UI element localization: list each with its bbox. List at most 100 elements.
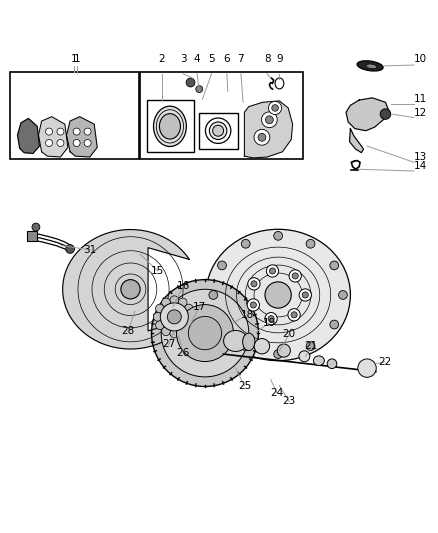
Circle shape	[288, 309, 300, 321]
Circle shape	[218, 261, 226, 270]
Ellipse shape	[224, 330, 248, 351]
Circle shape	[84, 140, 91, 147]
Text: 6: 6	[223, 54, 230, 64]
Circle shape	[274, 231, 283, 240]
Circle shape	[380, 109, 391, 119]
Circle shape	[162, 298, 170, 307]
Circle shape	[265, 116, 273, 124]
Circle shape	[268, 316, 274, 322]
Text: 18: 18	[241, 310, 254, 320]
Ellipse shape	[206, 229, 350, 361]
Ellipse shape	[277, 344, 290, 357]
Circle shape	[160, 303, 188, 331]
Circle shape	[121, 280, 140, 299]
Circle shape	[167, 310, 181, 324]
Circle shape	[152, 280, 258, 386]
Text: 17: 17	[193, 302, 206, 312]
Text: 3: 3	[180, 54, 187, 64]
Circle shape	[184, 321, 193, 329]
Text: 9: 9	[276, 54, 283, 64]
Circle shape	[241, 342, 250, 351]
Text: 26: 26	[177, 348, 190, 358]
Circle shape	[178, 327, 187, 336]
Bar	[199, 113, 238, 149]
Bar	[140, 71, 303, 159]
Text: 1: 1	[71, 54, 78, 64]
Circle shape	[250, 302, 256, 308]
Circle shape	[177, 304, 233, 361]
Text: 1: 1	[73, 54, 80, 64]
Polygon shape	[63, 230, 189, 349]
Circle shape	[170, 329, 179, 338]
Text: 13: 13	[414, 152, 427, 162]
Bar	[147, 100, 194, 152]
Circle shape	[73, 140, 80, 147]
Circle shape	[306, 239, 315, 248]
Circle shape	[153, 312, 162, 321]
Ellipse shape	[159, 114, 180, 139]
Bar	[27, 231, 37, 241]
Circle shape	[57, 140, 64, 147]
Circle shape	[155, 304, 164, 313]
Polygon shape	[350, 128, 364, 152]
Ellipse shape	[357, 61, 383, 71]
Polygon shape	[346, 98, 389, 131]
Circle shape	[274, 350, 283, 359]
Circle shape	[330, 261, 339, 270]
Circle shape	[248, 278, 260, 290]
Ellipse shape	[213, 125, 223, 136]
Circle shape	[162, 327, 170, 336]
Text: 15: 15	[151, 266, 164, 276]
Circle shape	[46, 128, 53, 135]
Text: 12: 12	[414, 108, 427, 118]
Circle shape	[170, 296, 179, 304]
Circle shape	[254, 130, 270, 145]
Circle shape	[306, 342, 315, 351]
Circle shape	[269, 268, 276, 274]
Ellipse shape	[313, 356, 324, 366]
Circle shape	[266, 265, 279, 277]
Circle shape	[188, 317, 222, 350]
Ellipse shape	[209, 122, 227, 140]
Text: 4: 4	[194, 54, 201, 64]
Circle shape	[32, 223, 40, 231]
Text: 27: 27	[162, 340, 175, 350]
Text: 31: 31	[83, 245, 96, 255]
Circle shape	[339, 290, 347, 300]
Circle shape	[251, 281, 257, 287]
Text: 7: 7	[237, 54, 244, 64]
Text: 21: 21	[304, 341, 318, 351]
Circle shape	[178, 298, 187, 307]
Circle shape	[265, 312, 277, 325]
Circle shape	[57, 128, 64, 135]
Text: 28: 28	[121, 326, 134, 336]
Text: 19: 19	[263, 318, 276, 328]
Text: 16: 16	[177, 281, 190, 291]
Circle shape	[330, 320, 339, 329]
Circle shape	[155, 321, 164, 329]
Circle shape	[268, 101, 282, 115]
Circle shape	[292, 273, 298, 279]
Text: 22: 22	[378, 357, 391, 367]
Circle shape	[218, 320, 226, 329]
Circle shape	[184, 304, 193, 313]
Ellipse shape	[299, 351, 310, 362]
Circle shape	[187, 312, 195, 321]
Ellipse shape	[366, 64, 377, 69]
Circle shape	[247, 299, 259, 311]
Circle shape	[196, 86, 203, 93]
Circle shape	[272, 104, 279, 111]
Text: 24: 24	[270, 387, 283, 398]
Text: 14: 14	[414, 161, 427, 171]
Text: 25: 25	[238, 381, 251, 391]
Circle shape	[289, 270, 301, 282]
Polygon shape	[244, 101, 293, 158]
Text: 2: 2	[159, 54, 166, 64]
Circle shape	[258, 133, 266, 141]
Ellipse shape	[153, 106, 187, 147]
Circle shape	[84, 128, 91, 135]
Ellipse shape	[243, 333, 255, 351]
Ellipse shape	[327, 359, 337, 368]
Circle shape	[161, 289, 249, 377]
Circle shape	[261, 112, 277, 128]
